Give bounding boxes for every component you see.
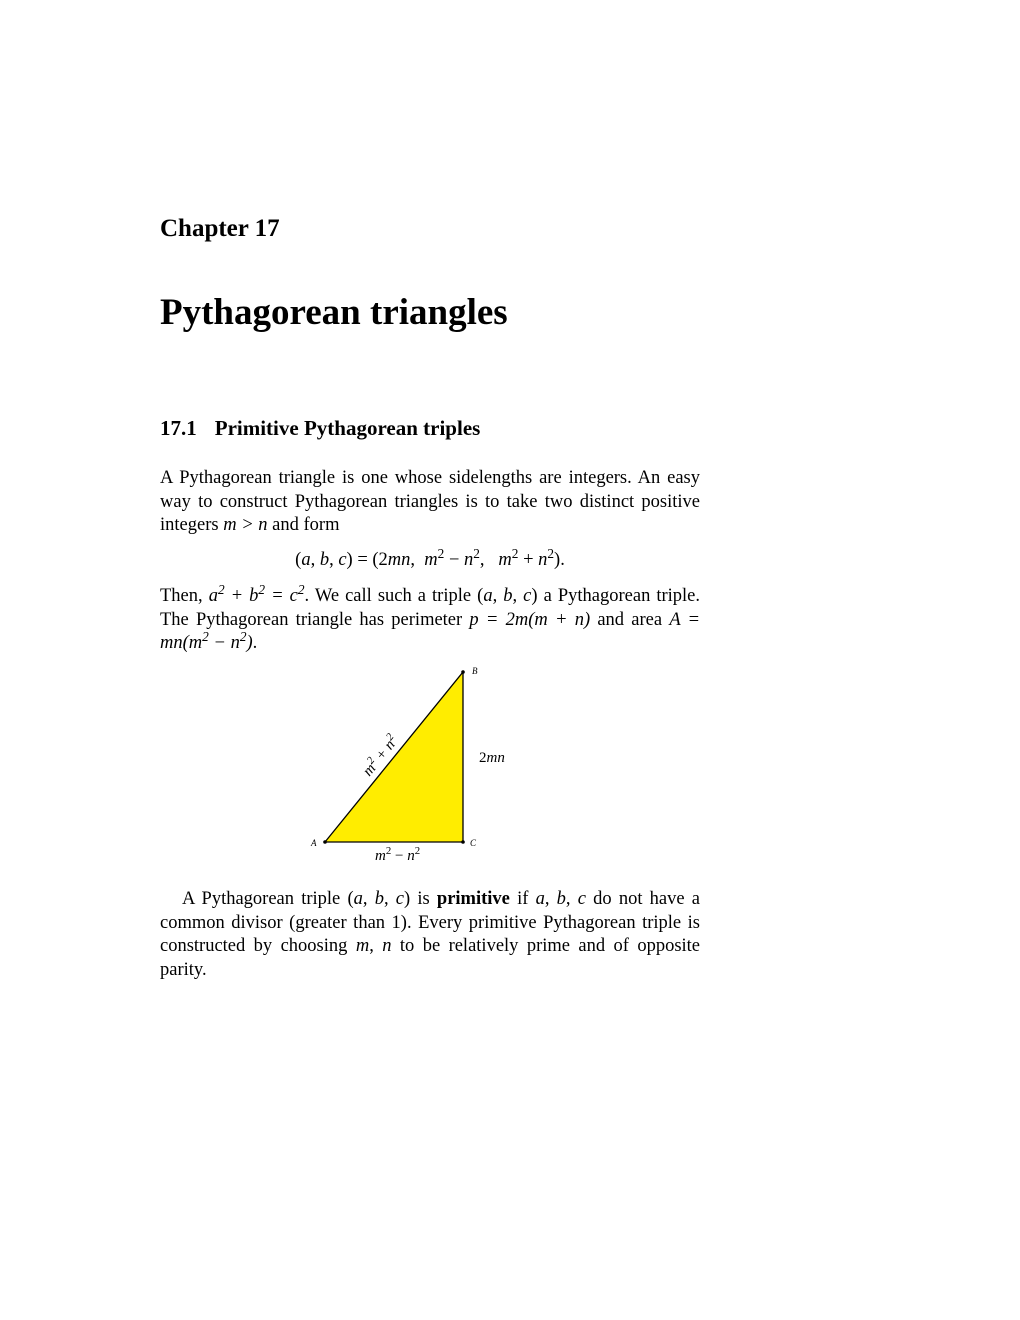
math-perimeter: p = 2m(m + n) <box>469 610 590 630</box>
paragraph-1: A Pythagorean triangle is one whose side… <box>160 467 700 538</box>
vertex-label-b: B <box>472 666 478 676</box>
math-abc: a, b, c <box>536 889 586 909</box>
p2-text-e: . <box>253 633 258 653</box>
primitive-bold: primitive <box>437 889 510 909</box>
p3-text-d: if <box>510 889 536 909</box>
vertex-b-dot <box>461 670 465 674</box>
p2-text-d: and area <box>590 610 669 630</box>
vertical-side-label: 2mn <box>479 750 505 767</box>
p3-text-a: A Pythagorean triple <box>182 889 347 909</box>
math-triple-1: (a, b, c) <box>477 586 537 606</box>
p1-text-b: and form <box>268 515 340 535</box>
section-title: Primitive Pythagorean triples <box>215 416 481 440</box>
math-area-rhs: mn(m2 − n2) <box>160 633 253 653</box>
vertex-c-dot <box>461 840 465 844</box>
vertex-label-a: A <box>311 838 317 848</box>
math-m-gt-n: m > n <box>223 515 267 535</box>
chapter-title: Pythagorean triangles <box>160 291 700 334</box>
display-equation: (a, b, c) = (2mn, m2 − n2, m2 + n2). <box>160 550 700 571</box>
chapter-label: Chapter 17 <box>160 215 700 243</box>
section-number: 17.1 <box>160 416 197 440</box>
math-triple-2: (a, b, c) <box>347 889 410 909</box>
triangle-svg <box>295 670 565 860</box>
base-side-label: m2 − n2 <box>375 848 420 865</box>
p2-text-a: Then, <box>160 586 209 606</box>
p3-text-b: is <box>410 889 437 909</box>
math-area-lhs: A = <box>669 610 700 630</box>
vertex-a-dot <box>323 840 327 844</box>
triangle-figure: A B C m2 + n2 2mn m2 − n2 <box>160 670 700 870</box>
paragraph-3: A Pythagorean triple (a, b, c) is primit… <box>160 888 700 983</box>
math-mn: m, n <box>356 936 392 956</box>
math-pythag: a2 + b2 = c2 <box>209 586 305 606</box>
vertex-label-c: C <box>470 838 476 848</box>
p2-text-b: . We call such a triple <box>305 586 478 606</box>
section-heading: 17.1 Primitive Pythagorean triples <box>160 416 700 441</box>
paragraph-2: Then, a2 + b2 = c2. We call such a tripl… <box>160 585 700 656</box>
triangle-polygon <box>325 672 463 842</box>
page-content: Chapter 17 Pythagorean triangles 17.1 Pri… <box>160 215 700 987</box>
